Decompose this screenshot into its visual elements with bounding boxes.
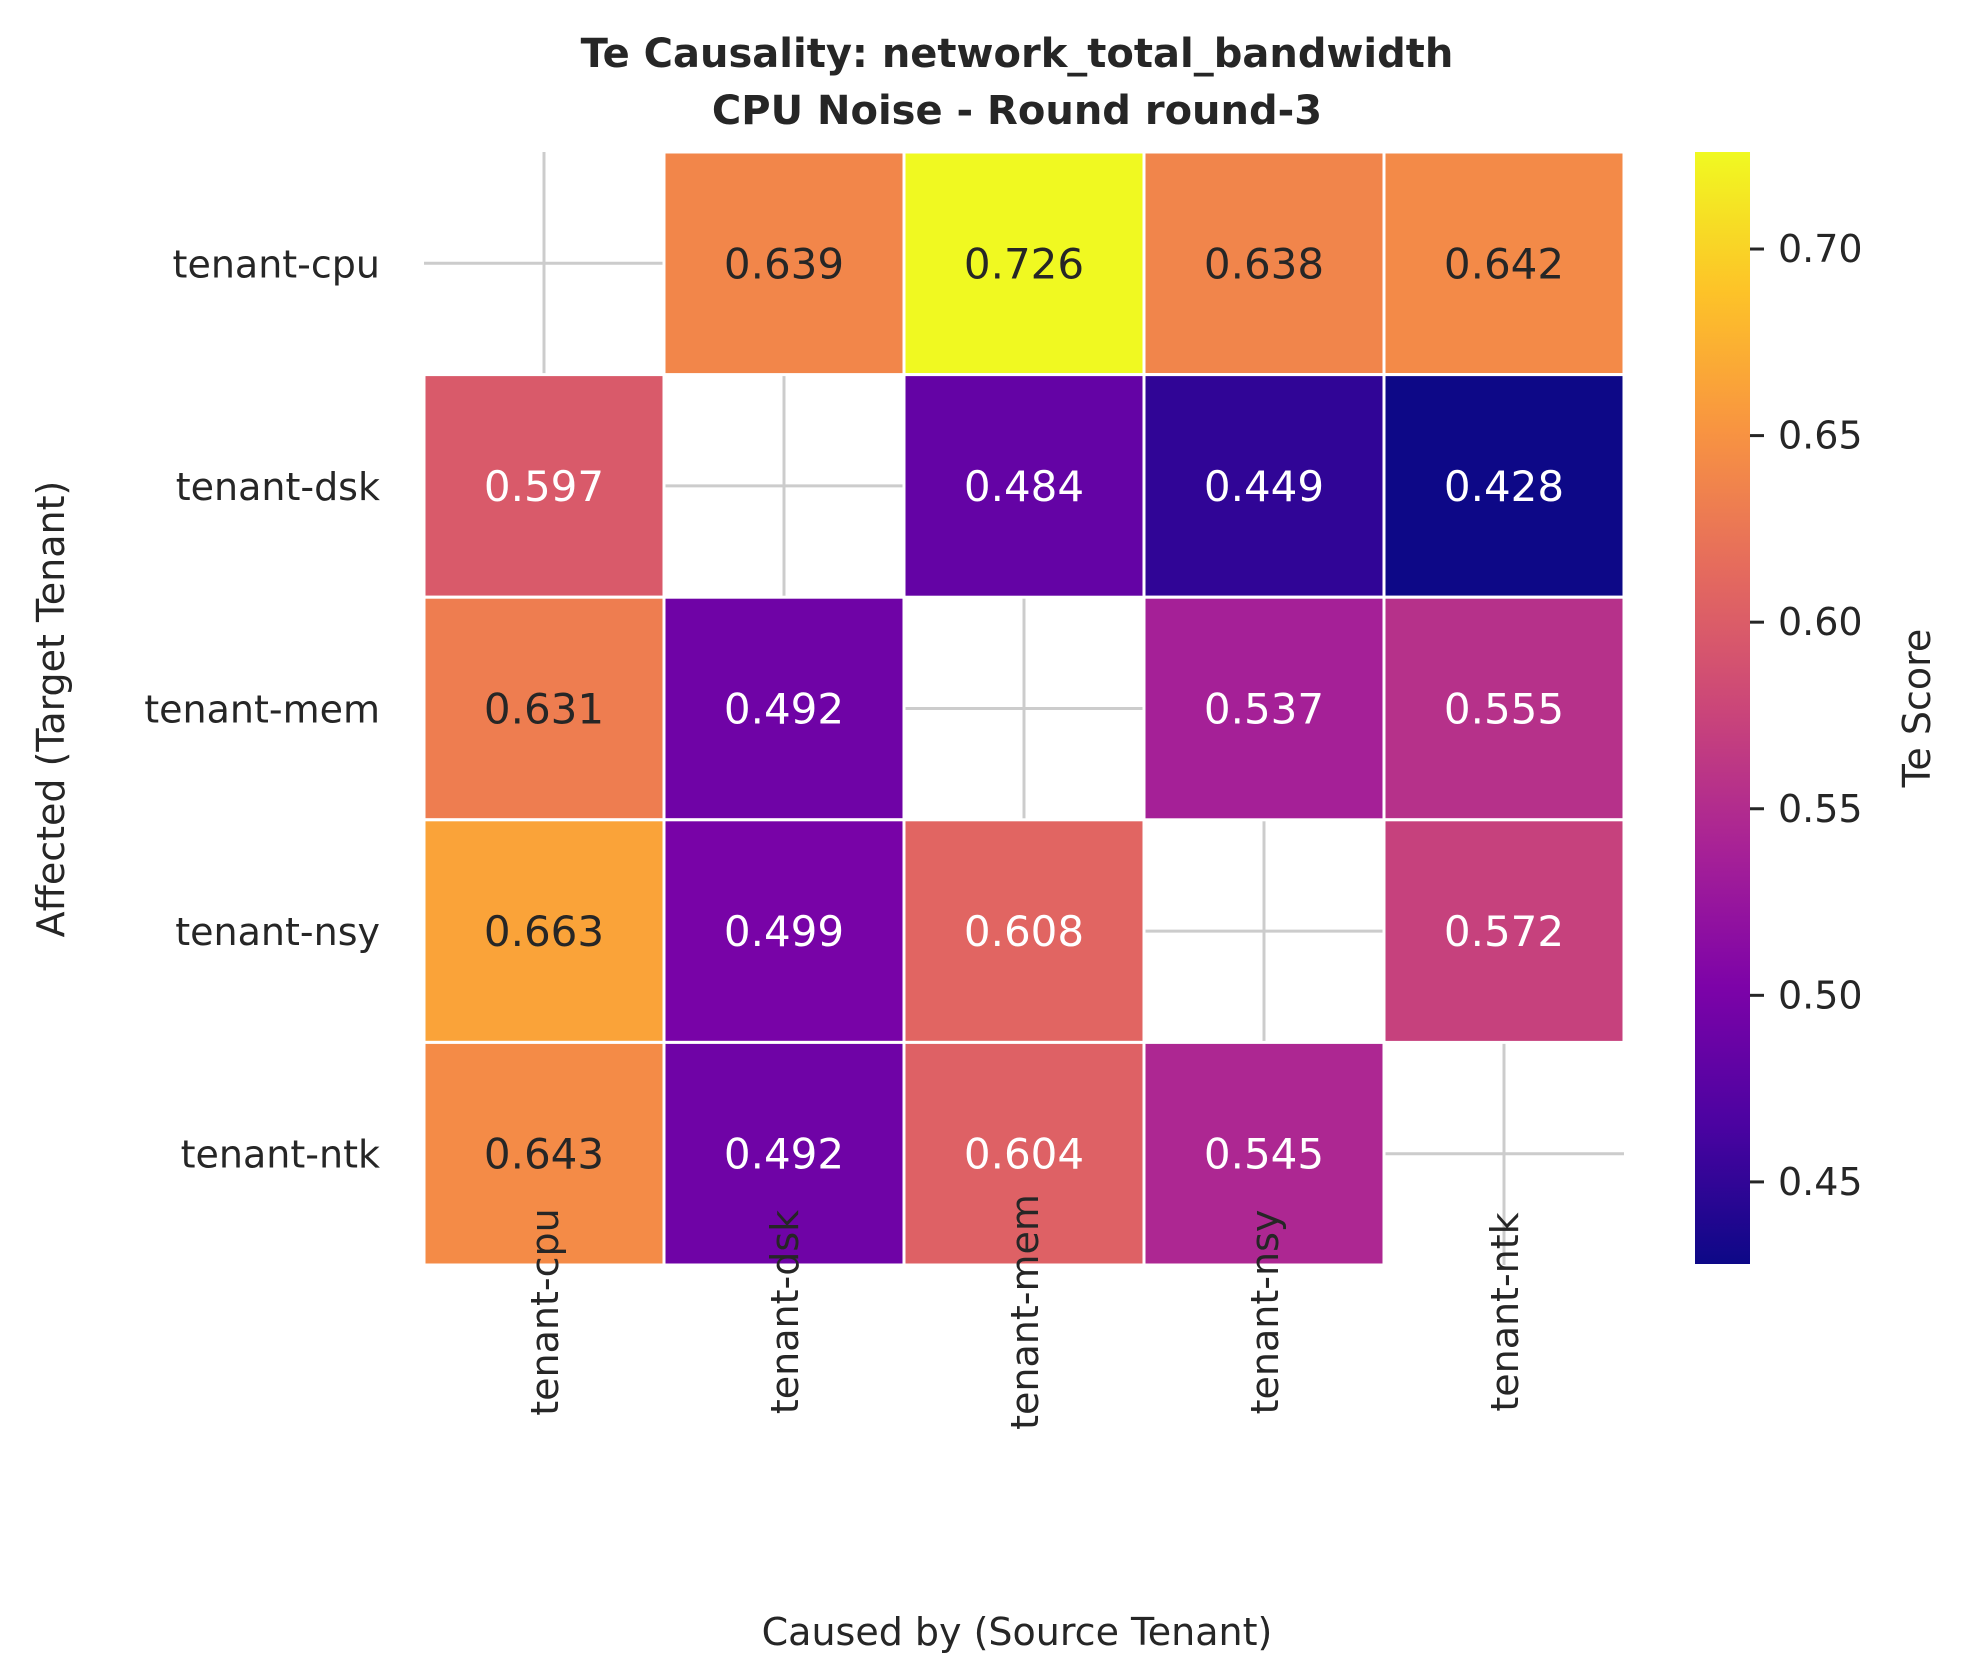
colorbar-ticks: 0.45 0.50 0.55 0.60 0.65 0.70 [1750,227,1863,1204]
cell-value-label: 0.643 [484,1130,604,1179]
heatmap-cell [422,818,666,1044]
heatmap-cell [422,373,666,599]
cell-value-label: 0.555 [1444,685,1564,734]
heatmap-cell [662,1040,906,1267]
y-tick-label: tenant-nsy [175,910,380,954]
cell-value-label: 0.449 [1204,462,1324,511]
axis-tick-labels: tenant-cpu tenant-dsk tenant-mem tenant-nsy… [144,242,1527,1430]
colorbar-tick-label: 0.60 [1778,600,1863,644]
cell-value-label: 0.638 [1204,239,1324,288]
colorbar-tick-label: 0.65 [1778,414,1863,458]
cell-value-label: 0.597 [484,462,604,511]
cell-value-label: 0.499 [724,907,844,956]
cell-value-label: 0.631 [484,685,604,734]
heatmap-cell [422,595,666,822]
heatmap-cell [1382,150,1626,377]
heatmap-cell [902,373,1146,599]
y-axis-label: Affected (Target Tenant) [29,481,73,938]
cell-value-label: 0.639 [724,239,844,288]
cell-value-label: 0.545 [1204,1130,1324,1179]
colorbar-label: Te Score [1895,629,1939,789]
heatmap-cell [1382,373,1626,599]
cell-value-label: 0.604 [964,1130,1084,1179]
heatmap-cell [1142,1040,1386,1267]
cell-value-label: 0.608 [964,907,1084,956]
cell-value-label: 0.492 [724,685,844,734]
colorbar-tick-label: 0.55 [1778,787,1863,831]
y-tick-label: tenant-ntk [181,1133,380,1177]
cell-value-label: 0.492 [724,1130,844,1179]
cell-value-label: 0.428 [1444,462,1564,511]
heatmap-cell [902,818,1146,1044]
heatmap-cell [1142,595,1386,822]
colorbar-tick-label: 0.70 [1778,227,1863,271]
cell-value-label: 0.726 [964,239,1084,288]
cell-value-label: 0.663 [484,907,604,956]
y-tick-label: tenant-dsk [176,465,380,509]
x-tick-label: tenant-cpu [523,1208,567,1415]
y-tick-label: tenant-cpu [173,242,380,286]
x-tick-label: tenant-dsk [763,1210,807,1414]
cell-value-label: 0.484 [964,462,1084,511]
heatmap-cell [902,150,1146,377]
heatmap-cell [662,595,906,822]
x-axis-label: Caused by (Source Tenant) [762,1610,1273,1654]
heatmap-cells: 0.639 0.726 0.638 0.642 0.597 0.484 0.449 0.428… [422,150,1626,1267]
cell-value-label: 0.642 [1444,239,1564,288]
chart-title: Te Causality: network_total_bandwidth [581,31,1454,77]
heatmap-cell [422,1040,666,1267]
colorbar-tick-label: 0.50 [1778,973,1863,1017]
colorbar-tick-label: 0.45 [1778,1160,1863,1204]
cell-value-label: 0.572 [1444,907,1564,956]
x-tick-label: tenant-ntk [1483,1212,1527,1411]
heatmap-cell [1382,818,1626,1044]
x-tick-label: tenant-nsy [1243,1210,1287,1415]
heatmap-cell [902,1040,1146,1267]
colorbar [1695,152,1750,1264]
y-tick-label: tenant-mem [144,688,380,732]
cell-value-label: 0.537 [1204,685,1324,734]
x-tick-label: tenant-mem [1003,1194,1047,1430]
heatmap-cell [1142,373,1386,599]
chart-subtitle: CPU Noise - Round round-3 [712,88,1322,134]
